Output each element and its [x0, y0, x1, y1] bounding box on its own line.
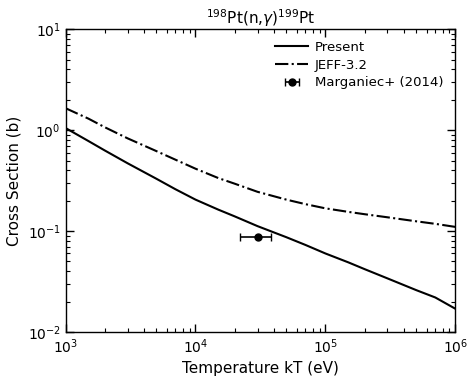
Present [303, 242, 308, 247]
Present [102, 148, 107, 153]
JEFF-3.2 [125, 136, 131, 141]
JEFF-3.2 [432, 221, 438, 226]
Y-axis label: Cross Section (b): Cross Section (b) [7, 116, 22, 246]
Line: JEFF-3.2: JEFF-3.2 [66, 108, 456, 227]
Present [432, 295, 438, 300]
JEFF-3.2 [216, 176, 221, 180]
JEFF-3.2 [63, 106, 68, 110]
Present [193, 197, 199, 202]
Present [255, 224, 260, 228]
Present [86, 139, 91, 143]
JEFF-3.2 [453, 224, 458, 229]
JEFF-3.2 [86, 116, 91, 121]
JEFF-3.2 [102, 125, 107, 129]
JEFF-3.2 [303, 202, 308, 206]
Present [125, 161, 131, 165]
Present [284, 235, 289, 239]
JEFF-3.2 [153, 149, 159, 154]
JEFF-3.2 [385, 215, 390, 219]
JEFF-3.2 [193, 166, 199, 171]
JEFF-3.2 [345, 210, 351, 214]
Present [172, 187, 178, 192]
Present [232, 214, 238, 219]
JEFF-3.2 [232, 182, 238, 186]
Present [323, 251, 328, 256]
Line: Present: Present [66, 128, 456, 309]
JEFF-3.2 [323, 206, 328, 211]
JEFF-3.2 [172, 157, 178, 162]
Title: $^{198}$Pt(n,$\gamma$)$^{199}$Pt: $^{198}$Pt(n,$\gamma$)$^{199}$Pt [206, 7, 315, 29]
Present [216, 207, 221, 212]
Present [385, 276, 390, 281]
Present [362, 267, 368, 272]
X-axis label: Temperature kT (eV): Temperature kT (eV) [182, 361, 339, 376]
JEFF-3.2 [284, 197, 289, 202]
JEFF-3.2 [362, 212, 368, 216]
Present [63, 126, 68, 130]
Present [413, 288, 419, 293]
Present [345, 260, 351, 265]
Present [153, 177, 159, 181]
JEFF-3.2 [413, 219, 419, 224]
JEFF-3.2 [255, 190, 260, 194]
Legend: Present, JEFF-3.2, Marganiec+ (2014): Present, JEFF-3.2, Marganiec+ (2014) [270, 36, 449, 95]
Present [453, 306, 458, 311]
